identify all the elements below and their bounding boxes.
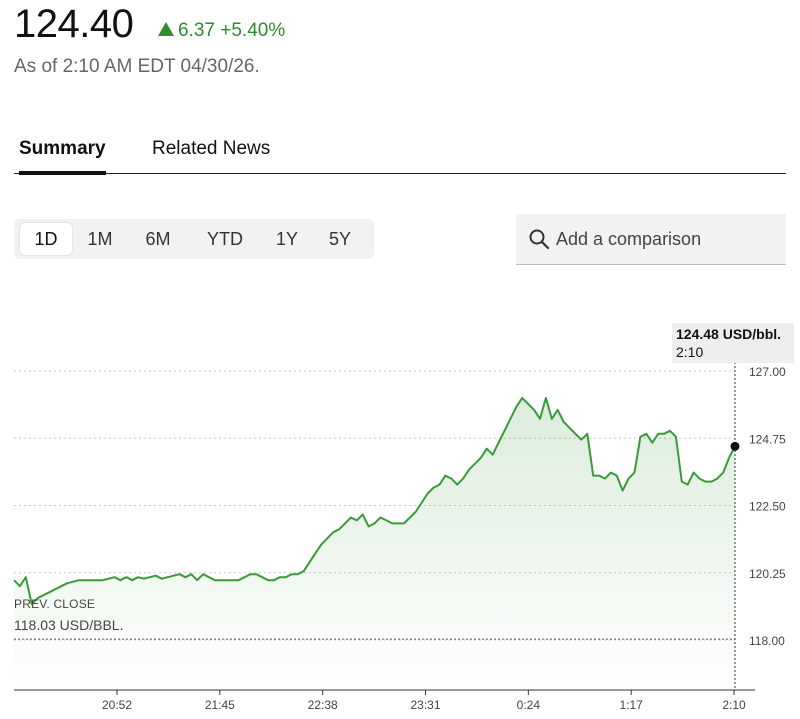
quote-header: 124.40: [14, 2, 134, 47]
price-line: [13, 396, 736, 606]
tab-related-news[interactable]: Related News: [152, 138, 271, 159]
y-tick-label: 118.00: [749, 634, 785, 648]
tab-bar: Summary Related News: [14, 137, 786, 175]
chart-tooltip: 124.48 USD/bbl. 2:10: [672, 323, 794, 363]
range-6m[interactable]: 6M: [145, 229, 171, 249]
range-1m[interactable]: 1M: [87, 229, 113, 249]
x-tick-label: 1:17: [619, 698, 643, 712]
prev-close-label: PREV. CLOSE: [14, 597, 96, 611]
time-range-selector: 1D 1M 6M YTD 1Y 5Y: [14, 219, 374, 259]
add-comparison-input[interactable]: Add a comparison: [516, 214, 786, 265]
comparison-placeholder: Add a comparison: [556, 229, 702, 249]
price-change: 6.37 +5.40%: [158, 20, 285, 42]
tooltip-time: 2:10: [676, 344, 704, 360]
as-of-timestamp: As of 2:10 AM EDT 04/30/26.: [14, 56, 260, 77]
current-point-dot: [730, 441, 740, 451]
price-area: [14, 397, 735, 690]
x-tick-label: 2:10: [722, 698, 746, 712]
tab-summary[interactable]: Summary: [19, 137, 106, 175]
up-arrow-icon: [158, 22, 174, 36]
price-change-value: 6.37 +5.40%: [178, 20, 286, 41]
x-tick-label: 23:31: [410, 698, 440, 712]
y-tick-label: 124.75: [749, 432, 786, 446]
x-tick-label: 20:52: [102, 698, 132, 712]
range-ytd[interactable]: YTD: [207, 229, 243, 249]
range-1y[interactable]: 1Y: [275, 229, 299, 249]
y-tick-label: 120.25: [749, 567, 786, 581]
search-icon: [529, 229, 550, 250]
tooltip-value: 124.48 USD/bbl.: [676, 326, 782, 342]
prev-close-value: 118.03 USD/BBL.: [14, 617, 124, 633]
x-tick-label: 21:45: [205, 698, 235, 712]
last-price: 124.40: [14, 2, 134, 46]
range-5y[interactable]: 5Y: [328, 229, 352, 249]
x-tick-label: 0:24: [517, 698, 541, 712]
range-1d[interactable]: 1D: [20, 223, 72, 255]
y-tick-label: 127.00: [749, 365, 786, 379]
y-tick-label: 122.50: [749, 500, 786, 514]
price-chart[interactable]: 118.00 120.25 122.50 124.75 127.00 20:52 21:4…: [0, 320, 800, 719]
x-tick-label: 22:38: [308, 698, 338, 712]
